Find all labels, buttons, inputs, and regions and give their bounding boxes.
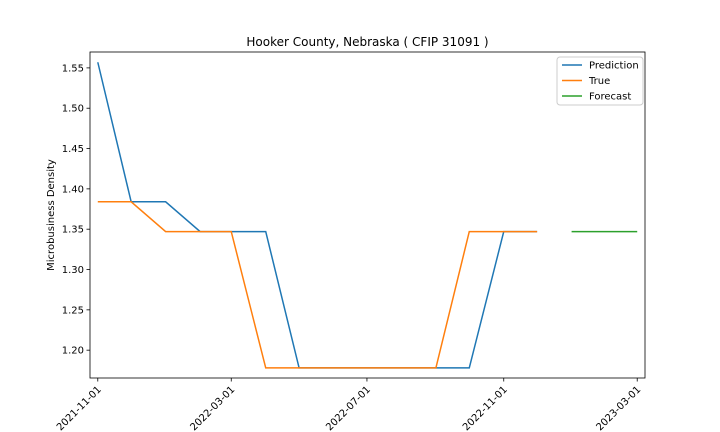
y-axis: 1.20 1.25 1.30 1.35 1.40 1.45 1.50 1.55 bbox=[62, 63, 90, 357]
y-tick-label: 1.20 bbox=[62, 346, 84, 357]
y-tick-label: 1.25 bbox=[62, 305, 84, 316]
y-tick-label: 1.50 bbox=[62, 104, 84, 115]
legend: Prediction True Forecast bbox=[556, 56, 644, 106]
chart-title: Hooker County, Nebraska ( CFIP 31091 ) bbox=[246, 35, 488, 49]
legend-label-prediction: Prediction bbox=[589, 61, 639, 72]
y-tick-label: 1.35 bbox=[62, 225, 84, 236]
legend-label-forecast: Forecast bbox=[589, 92, 631, 103]
y-tick-label: 1.45 bbox=[62, 144, 84, 155]
y-tick-label: 1.40 bbox=[62, 184, 84, 195]
y-tick-label: 1.55 bbox=[62, 63, 84, 74]
series-line-true bbox=[97, 201, 538, 369]
plot-frame bbox=[89, 51, 646, 379]
y-tick-label: 1.30 bbox=[62, 265, 84, 276]
series-layer bbox=[97, 62, 638, 369]
plot-area bbox=[89, 51, 646, 379]
legend-label-true: True bbox=[588, 76, 610, 87]
legend-box bbox=[556, 56, 644, 106]
y-axis-label: Microbusiness Density bbox=[46, 159, 57, 271]
